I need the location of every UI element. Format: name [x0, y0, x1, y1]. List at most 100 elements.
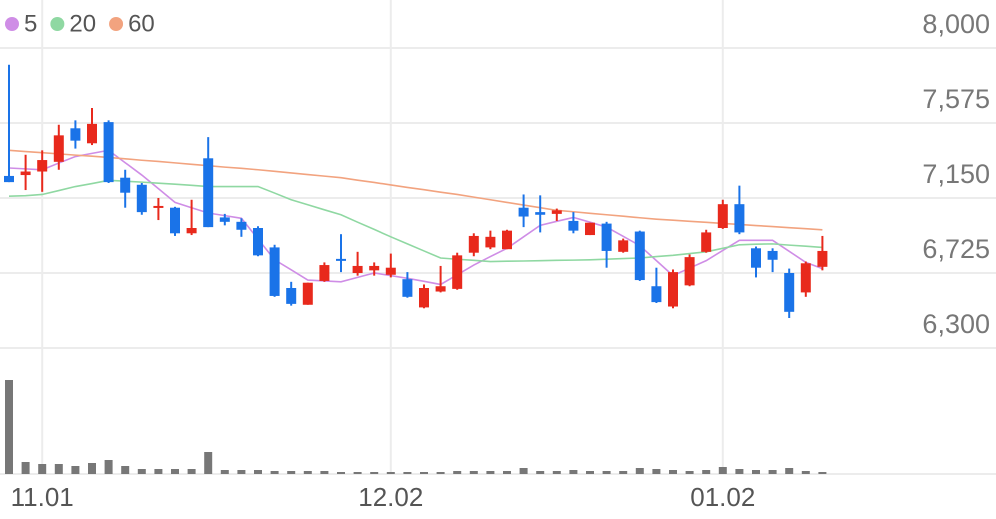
candle-body	[601, 223, 612, 251]
volume-bar	[486, 471, 495, 474]
volume-bar	[88, 463, 96, 474]
volume-bar	[586, 471, 594, 474]
volume-bar	[718, 467, 727, 474]
legend-label: 60	[128, 10, 155, 37]
candle-body	[20, 171, 31, 176]
candle-body	[170, 207, 180, 234]
volume-bar	[519, 468, 528, 474]
ma-line	[8, 179, 823, 263]
x-tick-label: 12.02	[358, 482, 423, 512]
candle-body	[37, 160, 48, 172]
candle-body	[734, 204, 745, 233]
volume-bar	[436, 472, 445, 474]
candle-body	[336, 258, 346, 261]
ma-line	[8, 149, 823, 286]
volume-bar	[569, 470, 578, 474]
legend-marker	[5, 17, 19, 31]
candle-body	[136, 184, 147, 213]
candle-body	[568, 220, 579, 231]
candle-body	[551, 210, 562, 214]
candle-body	[751, 248, 761, 268]
volume-bar	[270, 471, 279, 474]
candle-body	[153, 205, 164, 208]
volume-bar	[420, 472, 428, 474]
candle-body	[502, 230, 512, 250]
volume-bar	[121, 466, 130, 474]
candle-body	[468, 235, 479, 253]
candle-body	[419, 288, 429, 308]
candle-body	[535, 212, 546, 215]
candle-body	[253, 228, 263, 256]
volume-bar	[702, 470, 711, 474]
candle-body	[651, 286, 662, 303]
candle-body	[236, 221, 247, 230]
volume-bar	[187, 469, 196, 474]
volume-bar	[752, 470, 760, 474]
candle-body	[87, 123, 97, 144]
volume-bar	[635, 468, 644, 474]
volume-bar	[552, 471, 561, 474]
legend-marker	[109, 17, 124, 31]
legend-label: 5	[24, 10, 37, 37]
volume-bar	[287, 471, 296, 474]
candle-body	[269, 247, 280, 296]
volume-bar	[204, 452, 213, 474]
volume-bar	[320, 471, 329, 474]
volume-bar	[104, 460, 113, 474]
candle-body	[203, 158, 214, 228]
volume-bar	[619, 471, 628, 474]
candle-body	[784, 273, 795, 312]
y-tick-label: 6,300	[922, 309, 990, 339]
x-tick-label: 01.02	[690, 482, 755, 512]
volume-bar	[303, 471, 312, 474]
volume-bar	[536, 471, 545, 474]
candle-body	[352, 265, 363, 273]
candle-body	[634, 231, 645, 281]
candle-body	[120, 177, 131, 193]
y-tick-label: 8,000	[922, 9, 990, 39]
y-tick-label: 6,725	[922, 234, 990, 264]
candle-body	[668, 272, 678, 307]
candle-body	[402, 279, 413, 297]
ma-line	[8, 149, 823, 231]
volume-bar	[137, 469, 146, 474]
volume-bar	[735, 469, 744, 474]
x-tick-label: 11.01	[11, 482, 74, 512]
volume-bar	[38, 464, 47, 474]
candle-body	[452, 255, 463, 289]
volume-bar	[154, 469, 163, 474]
legend-marker	[50, 17, 65, 31]
candle-body	[385, 267, 396, 275]
volume-bar	[768, 470, 777, 474]
volume-bar	[602, 471, 611, 474]
volume-bar	[54, 464, 63, 474]
volume-bar	[669, 470, 677, 474]
volume-bar	[71, 466, 80, 474]
candle-body	[103, 122, 114, 183]
volume-bar	[254, 470, 262, 474]
candle-body	[800, 263, 811, 293]
candle-body	[817, 250, 828, 267]
volume-bar	[403, 472, 412, 474]
volume-bar	[220, 470, 229, 474]
candle-body	[219, 217, 230, 222]
candle-body	[186, 228, 197, 234]
volume-bar	[818, 472, 827, 474]
candle-body	[717, 204, 728, 228]
candle-body	[684, 257, 695, 286]
candle-body	[618, 240, 629, 252]
candle-body	[286, 288, 297, 304]
candle-body	[585, 222, 595, 236]
volume-bar	[171, 469, 179, 474]
y-tick-label: 7,575	[922, 84, 990, 114]
volume-bar	[237, 470, 246, 474]
volume-bar	[5, 380, 13, 474]
volume-bar	[652, 469, 661, 474]
volume-bar	[685, 471, 694, 474]
candle-body	[485, 236, 496, 248]
volume-bar	[386, 472, 395, 474]
volume-bar	[785, 468, 794, 474]
candle-body	[701, 232, 712, 252]
y-tick-label: 7,150	[922, 159, 990, 189]
